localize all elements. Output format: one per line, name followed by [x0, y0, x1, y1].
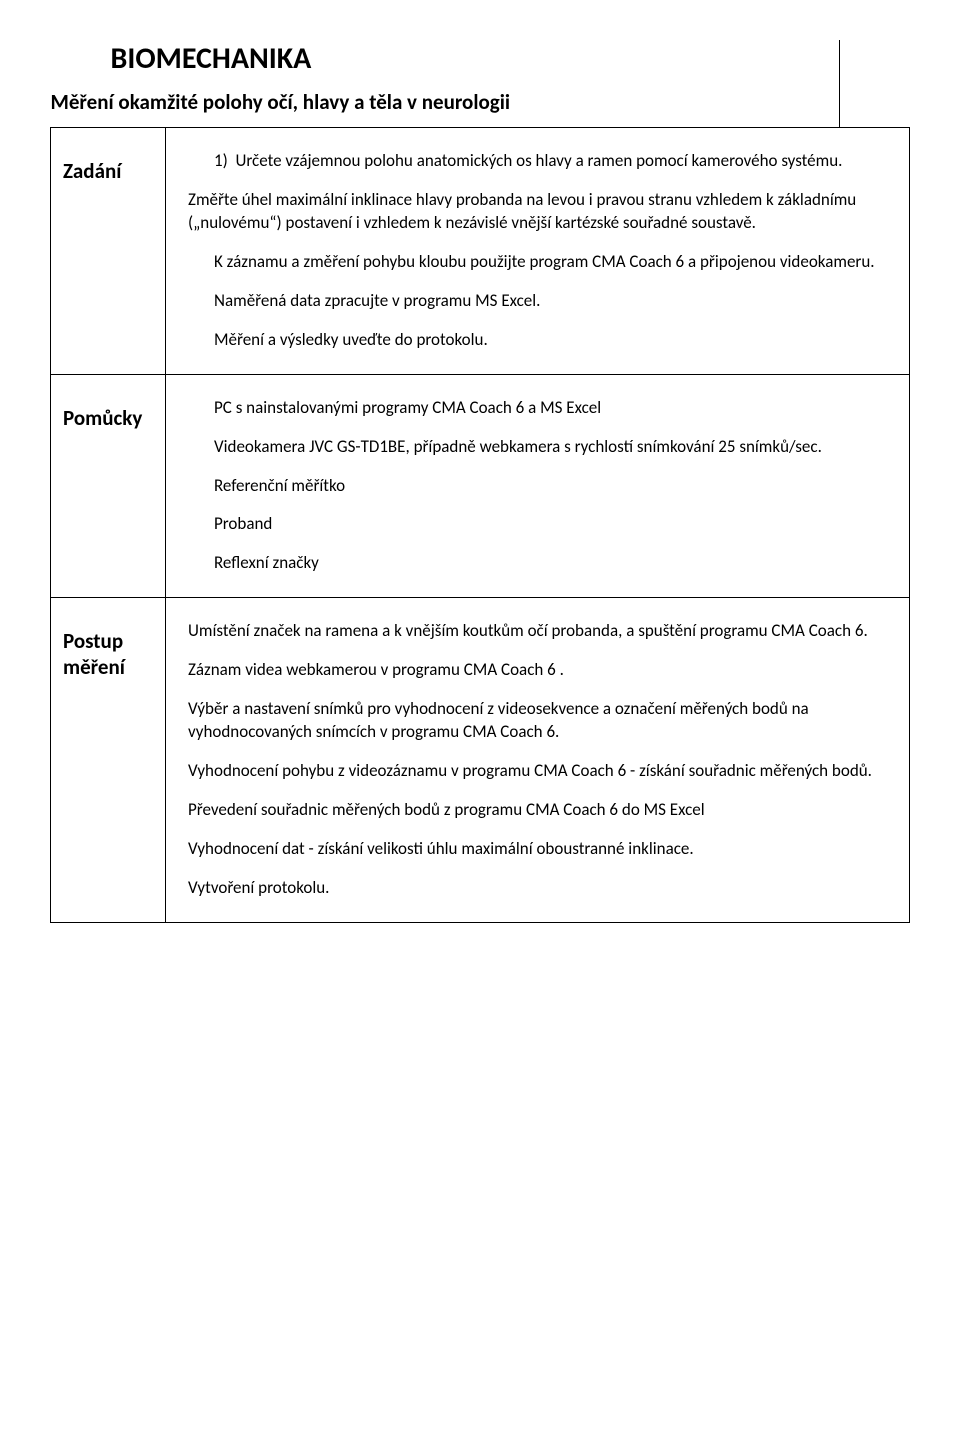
zadani-row: Zadání 1) Určete vzájemnou polohu anatom… — [51, 128, 910, 375]
pomucky-p1: PC s nainstalovanými programy CMA Coach … — [188, 397, 895, 420]
doc-title: BIOMECHANIKA — [51, 40, 840, 85]
zadani-label-cell: Zadání — [51, 128, 166, 375]
postup-p7: Vytvoření protokolu. — [188, 877, 895, 900]
postup-p6: Vyhodnocení dat - získání velikosti úhlu… — [188, 838, 895, 861]
postup-label: Postup měření — [63, 628, 125, 680]
postup-row: Postup měření Umístění značek na ramena … — [51, 598, 910, 923]
pomucky-p4: Proband — [188, 513, 895, 536]
pomucky-row: Pomůcky PC s nainstalovanými programy CM… — [51, 374, 910, 598]
pomucky-label: Pomůcky — [63, 405, 142, 431]
pomucky-p3: Referenční měřítko — [188, 475, 895, 498]
postup-p1: Umístění značek na ramena a k vnějším ko… — [188, 620, 895, 643]
pomucky-p2: Videokamera JVC GS-TD1BE, případně webka… — [188, 436, 895, 459]
zadani-label: Zadání — [63, 158, 121, 184]
zadani-item-number: 1) — [214, 150, 228, 171]
pomucky-label-cell: Pomůcky — [51, 374, 166, 598]
document-table: BIOMECHANIKA Měření okamžité polohy očí,… — [50, 40, 910, 923]
zadani-p2: K záznamu a změření pohybu kloubu použij… — [188, 251, 895, 274]
zadani-content-cell: 1) Určete vzájemnou polohu anatomických … — [166, 128, 910, 375]
postup-p2: Záznam videa webkamerou v programu CMA C… — [188, 659, 895, 682]
zadani-p1: Změřte úhel maximální inklinace hlavy pr… — [188, 189, 895, 235]
header-cell: BIOMECHANIKA Měření okamžité polohy očí,… — [51, 40, 840, 128]
header-row: BIOMECHANIKA Měření okamžité polohy očí,… — [51, 40, 910, 128]
pomucky-content-cell: PC s nainstalovanými programy CMA Coach … — [166, 374, 910, 598]
doc-subtitle: Měření okamžité polohy očí, hlavy a těla… — [51, 85, 840, 115]
zadani-item-text: Určete vzájemnou polohu anatomických os … — [235, 150, 842, 171]
zadani-p4: Měření a výsledky uveďte do protokolu. — [188, 329, 895, 352]
postup-p4: Vyhodnocení pohybu z videozáznamu v prog… — [188, 760, 895, 783]
header-empty-cell — [840, 40, 910, 128]
zadani-list-item: 1) Určete vzájemnou polohu anatomických … — [188, 150, 895, 173]
pomucky-p5: Reflexní značky — [188, 552, 895, 575]
zadani-p3: Naměřená data zpracujte v programu MS Ex… — [188, 290, 895, 313]
postup-p3: Výběr a nastavení snímků pro vyhodnocení… — [188, 698, 895, 744]
postup-content-cell: Umístění značek na ramena a k vnějším ko… — [166, 598, 910, 923]
postup-label-cell: Postup měření — [51, 598, 166, 923]
postup-p5: Převedení souřadnic měřených bodů z prog… — [188, 799, 895, 822]
